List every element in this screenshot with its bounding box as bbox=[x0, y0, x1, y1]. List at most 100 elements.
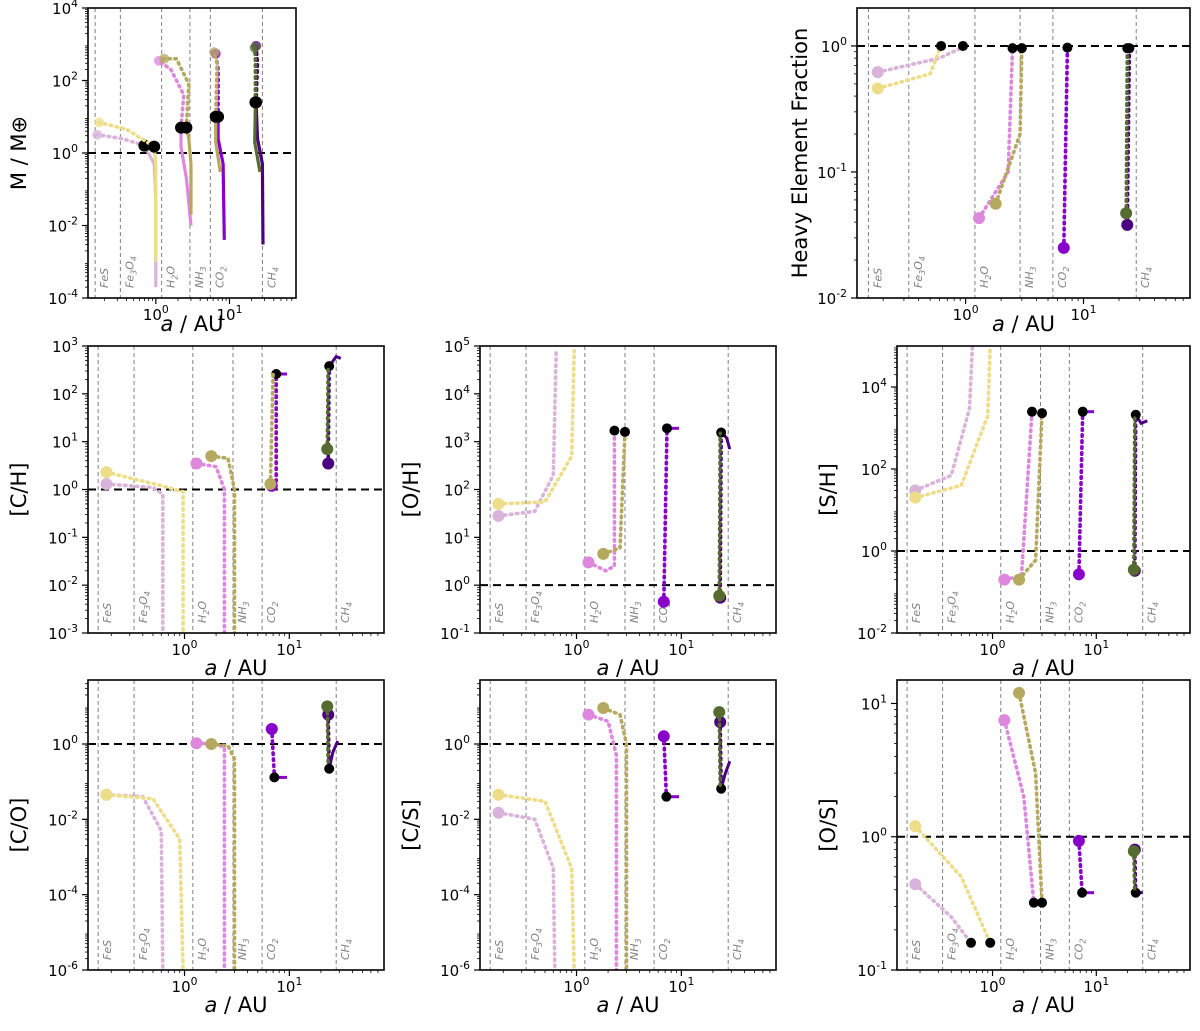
ice-line-label: CO2​ bbox=[1072, 602, 1087, 623]
series-dotted-track bbox=[1002, 409, 1034, 582]
ice-line-label: H2​O bbox=[978, 266, 993, 288]
series-olive bbox=[159, 53, 193, 215]
series-start-point bbox=[871, 66, 884, 79]
series-pale_yellow bbox=[909, 346, 993, 504]
series-solid-track bbox=[142, 144, 158, 288]
series-end-point bbox=[662, 423, 673, 434]
series-violet bbox=[190, 457, 227, 633]
series-start-point bbox=[492, 497, 505, 510]
panel-mass: FeS Fe3​O4​ H2​O NH3​ CO2​ CH4​ 10-4 10-2 100 102… bbox=[7, 0, 297, 336]
series-end-point bbox=[92, 129, 103, 140]
y-tick-label: 10-2 bbox=[48, 808, 78, 829]
ice-line-label: H2​O bbox=[196, 938, 211, 960]
series-end-point bbox=[985, 937, 996, 948]
y-tick-label: 10-4 bbox=[48, 884, 78, 905]
y-tick-label: 10-1 bbox=[48, 526, 78, 547]
series-end-point bbox=[209, 47, 220, 58]
series-olive bbox=[1013, 408, 1048, 586]
series-start-point bbox=[714, 716, 727, 729]
y-tick-label: 10-6 bbox=[48, 959, 78, 980]
ice-line-label: FeS bbox=[871, 268, 884, 288]
ice-line-label: CO2​ bbox=[1056, 267, 1071, 288]
plot-area: FeS Fe3​O4​ H2​O NH3​ CO2​ CH4​ bbox=[897, 346, 1190, 633]
panel-os: FeS Fe3​O4​ H2​O NH3​ CO2​ CH4​ 10-1 100 101 100 1… bbox=[816, 679, 1191, 1017]
series-start-point bbox=[264, 478, 277, 491]
ice-line-label: CH4​ bbox=[731, 939, 746, 960]
plot-area: FeS Fe3​O4​ H2​O NH3​ CO2​ CH4​ bbox=[88, 346, 384, 633]
y-tick-label: 10-4 bbox=[48, 287, 78, 308]
series-purple bbox=[657, 730, 679, 802]
y-axis-label: [C/S] bbox=[399, 799, 423, 850]
series-end-point bbox=[1028, 897, 1039, 908]
series-indigo bbox=[322, 708, 340, 774]
y-tick-label: 10-1 bbox=[440, 622, 470, 643]
y-axis-label: [O/H] bbox=[399, 462, 423, 518]
series-solid-track bbox=[179, 127, 193, 226]
series-solid-track bbox=[253, 102, 262, 173]
series-start-point bbox=[582, 708, 595, 721]
series-start-point bbox=[657, 595, 670, 608]
series-dotted-track bbox=[913, 882, 973, 945]
y-tick-label: 101 bbox=[52, 431, 78, 452]
series-end-point bbox=[249, 42, 260, 53]
y-axis-label: [S/H] bbox=[816, 463, 840, 516]
series-start-point bbox=[1072, 568, 1085, 581]
ice-line-label: Fe3​O4​ bbox=[946, 928, 961, 960]
ice-line-label: CO2​ bbox=[265, 939, 280, 960]
series-solid-track bbox=[254, 102, 265, 245]
plot-area: FeS Fe3​O4​ H2​O NH3​ CO2​ CH4​ bbox=[88, 8, 296, 298]
series-dotted-track bbox=[252, 45, 258, 105]
series-start-point bbox=[190, 457, 203, 470]
ice-line-label: FeS bbox=[101, 603, 114, 623]
x-tick-label: 100 bbox=[564, 975, 590, 996]
series-start-point bbox=[973, 212, 986, 225]
y-tick-label: 102 bbox=[52, 70, 78, 91]
ice-line-label: Fe3​O4​ bbox=[529, 928, 544, 960]
series-olive_b bbox=[209, 47, 222, 173]
series-start-point bbox=[100, 788, 113, 801]
y-axis-label: [C/H] bbox=[7, 463, 31, 517]
x-tick-label: 100 bbox=[980, 638, 1006, 659]
x-tick-label: 101 bbox=[668, 975, 694, 996]
series-start-point bbox=[1013, 573, 1026, 586]
y-tick-label: 104 bbox=[861, 376, 887, 397]
series-end-point bbox=[1026, 406, 1037, 417]
series-pale_pink bbox=[492, 806, 557, 970]
series-tail bbox=[327, 740, 340, 770]
series-dotted-track bbox=[268, 372, 275, 486]
ice-line-label: NH3​ bbox=[1044, 938, 1059, 960]
ice-line-label: Fe3​O4​ bbox=[946, 591, 961, 623]
ice-line-label: NH3​ bbox=[236, 938, 251, 960]
series-start-point bbox=[492, 509, 505, 522]
ice-line-label: CO2​ bbox=[265, 602, 280, 623]
ice-line-label: CH4​ bbox=[339, 939, 354, 960]
series-purple bbox=[1057, 42, 1073, 254]
series-olive bbox=[1013, 686, 1048, 908]
x-axis-label: a / AU bbox=[596, 656, 659, 680]
series-end-point bbox=[94, 117, 105, 128]
series-purple bbox=[1072, 406, 1094, 581]
ice-line-label: CO2​ bbox=[657, 939, 672, 960]
ice-line-label: CO2​ bbox=[1072, 939, 1087, 960]
series-dotted-track bbox=[1017, 411, 1044, 582]
series-dotted-track bbox=[913, 824, 993, 945]
series-start-point bbox=[582, 556, 595, 569]
series-purple bbox=[1072, 834, 1094, 898]
x-tick-label: 101 bbox=[1083, 975, 1109, 996]
series-start-point bbox=[205, 450, 218, 463]
y-tick-label: 101 bbox=[444, 526, 470, 547]
series-dotted-track bbox=[104, 482, 165, 633]
series-end-point bbox=[1062, 42, 1073, 53]
series-end-point bbox=[1037, 408, 1048, 419]
series-purple bbox=[265, 368, 287, 492]
series-dotted-track bbox=[875, 44, 968, 74]
series-dotted-track bbox=[325, 364, 331, 451]
series-dotted-track bbox=[913, 346, 993, 500]
ice-line-label: H2​O bbox=[196, 601, 211, 623]
series-start-point bbox=[597, 702, 610, 715]
ice-line-label: FeS bbox=[98, 268, 111, 288]
plot-area: FeS Fe3​O4​ H2​O NH3​ CO2​ CH4​ bbox=[857, 8, 1190, 298]
series-olive bbox=[989, 43, 1027, 210]
